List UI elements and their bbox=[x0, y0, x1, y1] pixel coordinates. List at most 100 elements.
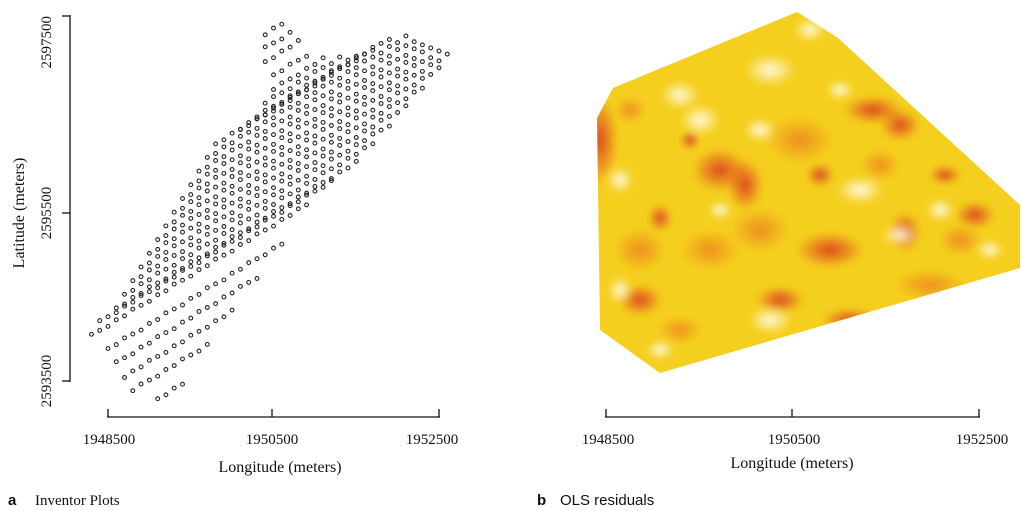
plot-point bbox=[279, 241, 285, 247]
plot-point bbox=[196, 348, 202, 354]
plot-point bbox=[171, 243, 177, 249]
plot-point bbox=[362, 94, 367, 100]
plot-point bbox=[155, 317, 161, 322]
residual-patch bbox=[806, 163, 834, 187]
plot-point bbox=[221, 180, 227, 186]
plot-point bbox=[386, 70, 392, 76]
plot-point bbox=[287, 95, 293, 100]
plot-point bbox=[262, 112, 268, 118]
plot-point bbox=[295, 199, 301, 205]
plot-point bbox=[312, 62, 318, 67]
plot-point bbox=[271, 245, 276, 251]
plot-point bbox=[279, 36, 285, 42]
plot-point bbox=[213, 237, 219, 243]
plot-point bbox=[246, 190, 252, 195]
plot-point bbox=[254, 256, 260, 262]
plot-point bbox=[271, 105, 276, 111]
plot-point bbox=[163, 249, 169, 255]
plot-point bbox=[378, 127, 384, 133]
plot-point bbox=[337, 92, 343, 98]
plot-point bbox=[229, 290, 235, 296]
plot-point bbox=[254, 159, 260, 165]
plot-point bbox=[130, 331, 136, 337]
plot-point bbox=[328, 89, 334, 95]
panel-letter-b: b bbox=[537, 492, 546, 509]
plot-point bbox=[188, 332, 194, 338]
plot-point bbox=[353, 53, 359, 59]
plot-point bbox=[171, 253, 177, 258]
plot-point bbox=[345, 85, 351, 91]
plot-point bbox=[180, 339, 185, 345]
y-tick-label: 2593500 bbox=[39, 355, 55, 408]
plot-point bbox=[271, 40, 276, 46]
plot-point bbox=[403, 69, 409, 75]
plot-point bbox=[213, 141, 219, 147]
plot-point bbox=[196, 212, 202, 217]
plot-point bbox=[287, 114, 293, 120]
plot-point bbox=[254, 142, 260, 148]
plot-point bbox=[362, 111, 367, 117]
plot-point bbox=[146, 320, 152, 326]
plot-point bbox=[328, 156, 334, 162]
plot-point bbox=[320, 180, 326, 185]
plot-point bbox=[254, 149, 260, 155]
plot-point bbox=[328, 139, 334, 145]
plot-point bbox=[395, 83, 401, 89]
plot-point bbox=[295, 107, 301, 113]
plot-point bbox=[353, 65, 359, 71]
plot-point bbox=[428, 62, 434, 68]
plot-point bbox=[196, 238, 202, 244]
plot-point bbox=[436, 58, 442, 64]
plot-point bbox=[362, 138, 367, 144]
plot-point bbox=[271, 213, 276, 219]
plot-point bbox=[196, 260, 202, 266]
plot-point bbox=[196, 178, 202, 184]
residual-patch bbox=[744, 54, 796, 86]
plot-point bbox=[345, 155, 351, 161]
plot-point bbox=[279, 152, 285, 157]
plot-point bbox=[386, 80, 392, 86]
plot-point bbox=[378, 110, 384, 116]
plot-point bbox=[113, 359, 119, 365]
plot-point bbox=[229, 238, 235, 244]
plot-point bbox=[221, 204, 227, 210]
plot-point bbox=[237, 196, 243, 202]
plot-point bbox=[271, 202, 276, 207]
residual-patch bbox=[836, 176, 884, 204]
plot-point bbox=[362, 121, 367, 127]
plot-point bbox=[221, 161, 227, 167]
plot-point bbox=[146, 289, 152, 295]
plot-point bbox=[246, 260, 252, 266]
plot-point bbox=[295, 168, 301, 173]
plot-point bbox=[188, 225, 194, 231]
plot-point bbox=[122, 335, 127, 341]
plot-point bbox=[254, 219, 260, 225]
plot-point bbox=[362, 128, 367, 134]
residual-patch bbox=[929, 165, 961, 185]
plot-point bbox=[155, 373, 161, 379]
plot-point bbox=[196, 309, 202, 314]
residual-patch bbox=[727, 159, 763, 211]
panel-title-a: Inventor Plots bbox=[35, 493, 120, 509]
plot-point bbox=[122, 313, 127, 319]
plot-point bbox=[395, 56, 401, 62]
plot-point bbox=[320, 170, 326, 176]
plot-point bbox=[204, 188, 210, 194]
plot-point bbox=[229, 248, 235, 254]
plot-point bbox=[320, 93, 326, 99]
plot-point bbox=[213, 249, 219, 255]
plot-point bbox=[146, 357, 152, 363]
residual-heatmap bbox=[597, 12, 1020, 373]
plot-point bbox=[180, 267, 185, 273]
plot-point bbox=[196, 267, 202, 273]
plot-point bbox=[262, 162, 268, 168]
plot-point bbox=[328, 166, 334, 172]
plot-point bbox=[171, 363, 177, 369]
x-tick-label: 1948500 bbox=[582, 432, 635, 448]
plot-point bbox=[213, 256, 219, 262]
residual-patch bbox=[882, 223, 918, 247]
plot-point bbox=[419, 85, 425, 91]
plot-point bbox=[130, 299, 136, 305]
plot-point bbox=[155, 237, 161, 243]
plot-point bbox=[221, 240, 227, 246]
